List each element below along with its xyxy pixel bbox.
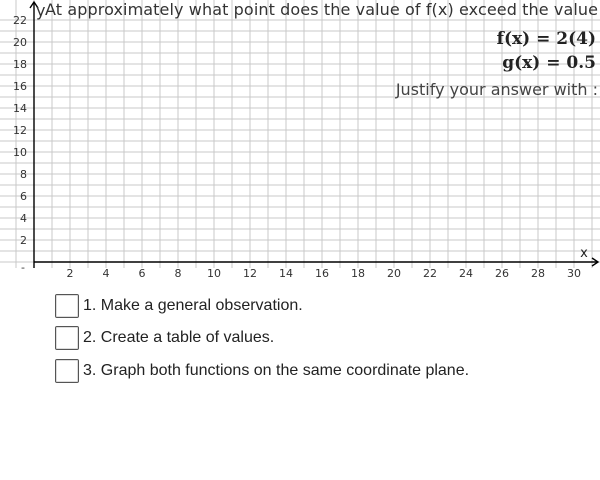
x-tick-label: 8: [175, 267, 182, 280]
y-tick-label: 12: [13, 124, 27, 137]
y-tick-label: 6: [20, 190, 27, 203]
equation-f: f(x) = 2(4): [496, 29, 596, 49]
x-tick-label: 28: [531, 267, 545, 280]
x-axis-arrow: [591, 257, 600, 267]
y-tick-label: 20: [13, 36, 27, 49]
x-tick-label: 10: [207, 267, 221, 280]
x-tick-label: 16: [315, 267, 329, 280]
y-tick-label: 14: [13, 102, 27, 115]
axes: [29, 0, 600, 268]
justify-instruction: Justify your answer with :: [395, 80, 598, 99]
x-tick-label: 24: [459, 267, 473, 280]
x-tick-label: 12: [243, 267, 257, 280]
table-checkbox[interactable]: [55, 326, 79, 350]
origin-label: -: [21, 261, 25, 274]
y-tick-label: 16: [13, 80, 27, 93]
checklist-item-table: 2. Create a table of values.: [55, 324, 274, 352]
y-axis-label: y: [36, 1, 46, 20]
observation-label: 1. Make a general observation.: [83, 297, 303, 314]
graph-checkbox[interactable]: [55, 359, 79, 383]
x-tick-label: 4: [103, 267, 110, 280]
y-tick-labels: 2 4 6 8 10 12 14 16 18 20 22 -: [13, 14, 27, 274]
table-label: 2. Create a table of values.: [83, 329, 275, 346]
y-tick-label: 10: [13, 146, 27, 159]
question-text: At approximately what point does the val…: [45, 0, 599, 19]
equation-g: g(x) = 0.5: [502, 53, 596, 73]
x-tick-label: 30: [567, 267, 581, 280]
x-tick-label: 20: [387, 267, 401, 280]
observation-checkbox[interactable]: [55, 294, 79, 318]
x-tick-label: 6: [139, 267, 146, 280]
y-tick-label: 8: [20, 168, 27, 181]
y-tick-label: 4: [20, 212, 27, 225]
x-axis-label: x: [580, 246, 588, 261]
x-tick-labels: 2 4 6 8 10 12 14 16 18 20 22 24 26 28 30x: [67, 246, 589, 280]
x-tick-label: 18: [351, 267, 365, 280]
x-tick-label: 26: [495, 267, 509, 280]
x-tick-label: 22: [423, 267, 437, 280]
x-tick-label: 2: [67, 267, 74, 280]
y-tick-label: 22: [13, 14, 27, 27]
grid-lines: [0, 0, 600, 268]
graph-label: 3. Graph both functions on the same coor…: [83, 362, 470, 379]
y-tick-label: 2: [20, 234, 27, 247]
x-tick-label: 14: [279, 267, 293, 280]
checklist-item-observation: 1. Make a general observation.: [55, 292, 303, 320]
y-tick-label: 18: [13, 58, 27, 71]
y-axis-arrow: [29, 0, 39, 9]
checklist-item-graph: 3. Graph both functions on the same coor…: [55, 357, 469, 385]
